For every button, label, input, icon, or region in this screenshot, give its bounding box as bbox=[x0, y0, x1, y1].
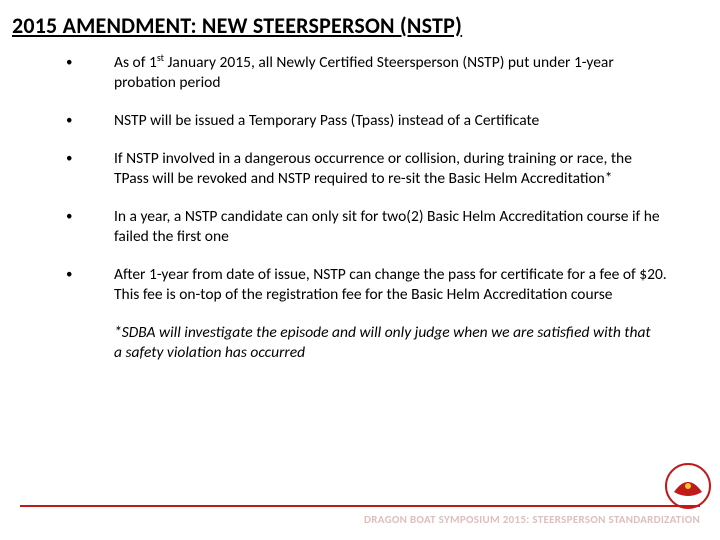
bullet-text: NSTP will be issued a Temporary Pass (Tp… bbox=[114, 111, 539, 131]
bullet-dot: • bbox=[66, 265, 114, 305]
sdba-logo-icon bbox=[664, 462, 712, 510]
list-item: • If NSTP involved in a dangerous occurr… bbox=[66, 149, 670, 189]
bullet-text: If NSTP involved in a dangerous occurren… bbox=[114, 149, 670, 189]
bullet-dot: • bbox=[66, 111, 114, 131]
list-item: • As of 1st January 2015, all Newly Cert… bbox=[66, 53, 670, 93]
list-item: • NSTP will be issued a Temporary Pass (… bbox=[66, 111, 670, 131]
footer-text: DRAGON BOAT SYMPOSIUM 2015: STEERSPERSON… bbox=[20, 513, 700, 526]
bullet-list: • As of 1st January 2015, all Newly Cert… bbox=[66, 53, 670, 305]
divider bbox=[20, 505, 700, 507]
bullet-dot: • bbox=[66, 53, 114, 93]
list-item: • After 1-year from date of issue, NSTP … bbox=[66, 265, 670, 305]
bullet-dot: • bbox=[66, 149, 114, 189]
bullet-text: After 1-year from date of issue, NSTP ca… bbox=[114, 265, 670, 305]
bullet-dot: • bbox=[66, 207, 114, 247]
list-item: • In a year, a NSTP candidate can only s… bbox=[66, 207, 670, 247]
footnote: *SDBA will investigate the episode and w… bbox=[114, 323, 660, 363]
bullet-text: In a year, a NSTP candidate can only sit… bbox=[114, 207, 670, 247]
bullet-text: As of 1st January 2015, all Newly Certif… bbox=[114, 53, 670, 93]
slide-title: 2015 AMENDMENT: NEW STEERSPERSON (NSTP) bbox=[12, 12, 700, 39]
footer: DRAGON BOAT SYMPOSIUM 2015: STEERSPERSON… bbox=[20, 505, 700, 526]
slide: 2015 AMENDMENT: NEW STEERSPERSON (NSTP) … bbox=[0, 0, 720, 540]
